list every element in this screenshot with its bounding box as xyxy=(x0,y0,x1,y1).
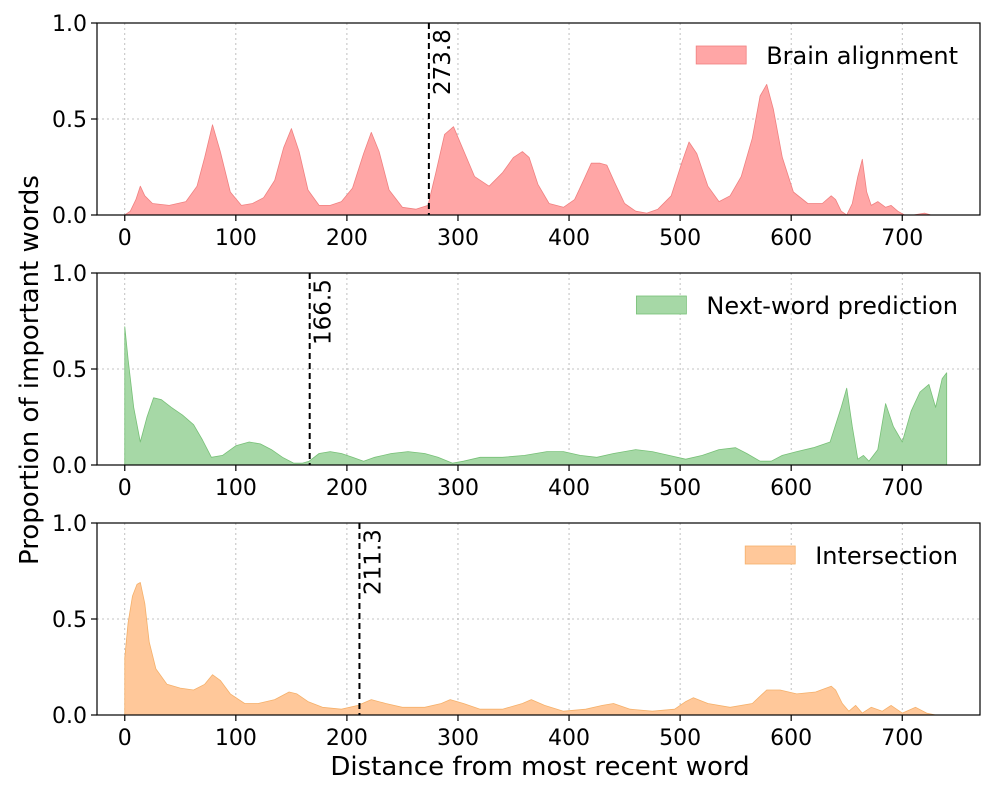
y-tick-label: 0.5 xyxy=(52,608,87,633)
panel-1: 273.8 0 100 200 300 400 500 600 700 0.0 0.5 1.0 Brai… xyxy=(52,12,981,251)
y-tick-label: 0.0 xyxy=(52,454,87,479)
x-tick-label: 700 xyxy=(881,226,923,251)
x-tick-label: 100 xyxy=(215,726,257,751)
x-tick-label: 300 xyxy=(437,226,479,251)
x-tick-label: 500 xyxy=(659,226,701,251)
y-tick-label: 0.5 xyxy=(52,108,87,133)
y-tick-label: 1.0 xyxy=(52,262,87,287)
x-tick-label: 300 xyxy=(437,476,479,501)
y-tick-label: 1.0 xyxy=(52,512,87,537)
legend-label: Brain alignment xyxy=(766,42,958,70)
vline-label: 211.3 xyxy=(360,529,386,595)
panel-2: 166.5 0 100 200 300 400 500 600 700 0.0 0.5 1.0 Next… xyxy=(52,262,981,501)
x-tick-label: 400 xyxy=(548,726,590,751)
x-tick-label: 600 xyxy=(770,476,812,501)
legend-swatch xyxy=(635,295,687,315)
legend-label: Intersection xyxy=(815,542,958,570)
vline-label: 273.8 xyxy=(430,29,456,95)
legend-swatch xyxy=(744,545,796,565)
x-tick-label: 600 xyxy=(770,726,812,751)
y-tick-label: 0.0 xyxy=(52,704,87,729)
x-tick-label: 0 xyxy=(118,726,132,751)
panel-3: 211.3 0 100 200 300 400 500 600 700 0.0 0.5 1.0 Inte… xyxy=(52,512,981,751)
y-tick-label: 0.5 xyxy=(52,358,87,383)
legend-swatch xyxy=(695,45,747,65)
x-tick-label: 0 xyxy=(118,476,132,501)
x-tick-label: 500 xyxy=(659,476,701,501)
x-tick-label: 600 xyxy=(770,226,812,251)
x-tick-label: 300 xyxy=(437,726,479,751)
x-axis-label: Distance from most recent word xyxy=(330,752,749,782)
series-area xyxy=(124,582,943,716)
x-tick-label: 200 xyxy=(326,226,368,251)
x-tick-label: 200 xyxy=(326,726,368,751)
series-area xyxy=(124,84,932,216)
vline-label: 166.5 xyxy=(311,279,337,345)
x-tick-label: 700 xyxy=(881,476,923,501)
series-area xyxy=(124,326,948,466)
x-tick-label: 0 xyxy=(118,226,132,251)
legend-label: Next-word prediction xyxy=(706,292,958,320)
x-tick-label: 700 xyxy=(881,726,923,751)
x-tick-label: 400 xyxy=(548,226,590,251)
x-tick-label: 200 xyxy=(326,476,368,501)
x-tick-label: 100 xyxy=(215,476,257,501)
y-tick-label: 1.0 xyxy=(52,12,87,37)
y-tick-label: 0.0 xyxy=(52,204,87,229)
x-tick-label: 100 xyxy=(215,226,257,251)
y-axis-label: Proportion of important words xyxy=(15,175,45,565)
panels: 273.8 0 100 200 300 400 500 600 700 0.0 0.5 1.0 Brai… xyxy=(52,12,981,751)
x-tick-label: 500 xyxy=(659,726,701,751)
x-tick-label: 400 xyxy=(548,476,590,501)
